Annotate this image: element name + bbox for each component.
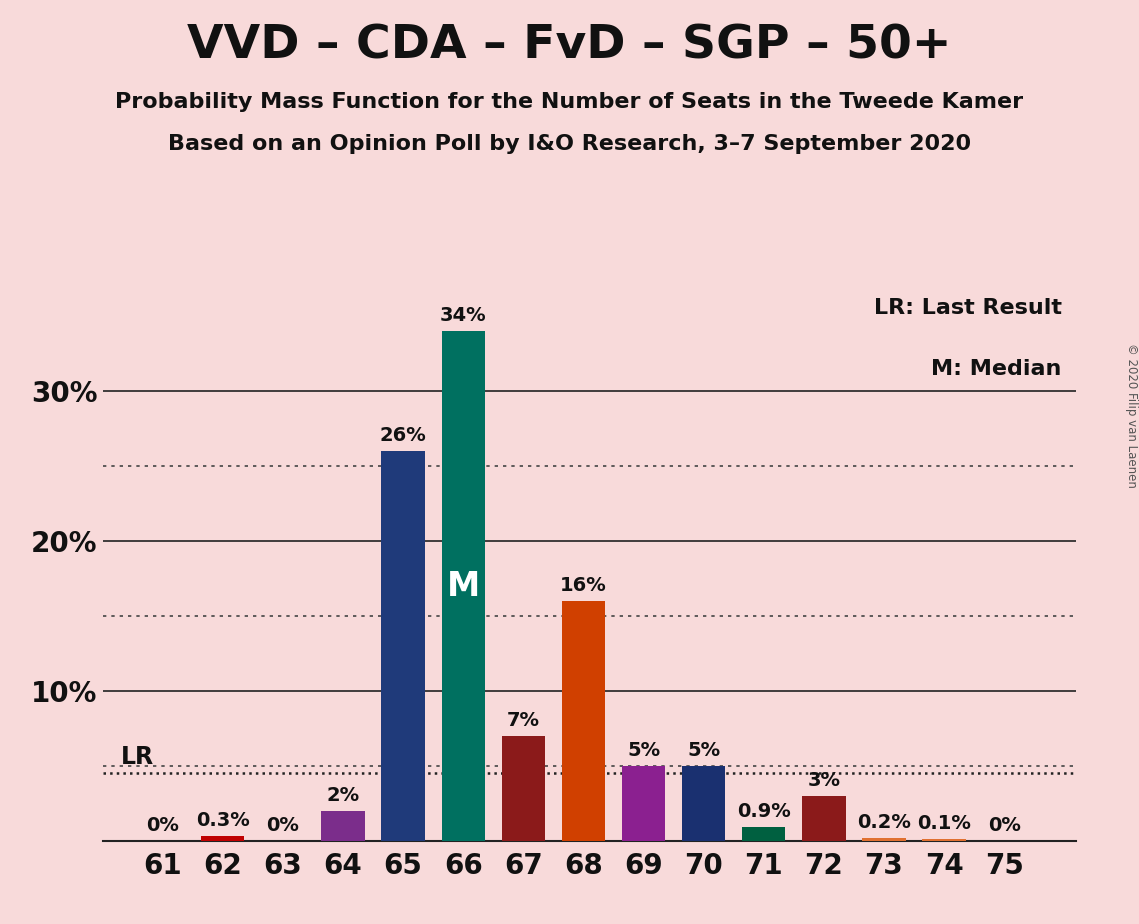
Bar bbox=[743, 827, 786, 841]
Text: 0.9%: 0.9% bbox=[737, 802, 790, 821]
Text: M: M bbox=[446, 569, 480, 602]
Text: 16%: 16% bbox=[560, 576, 607, 595]
Text: 7%: 7% bbox=[507, 711, 540, 730]
Bar bbox=[923, 839, 966, 841]
Text: 0%: 0% bbox=[988, 816, 1021, 835]
Text: LR: LR bbox=[121, 745, 154, 769]
Text: M: Median: M: Median bbox=[932, 359, 1062, 379]
Text: Probability Mass Function for the Number of Seats in the Tweede Kamer: Probability Mass Function for the Number… bbox=[115, 92, 1024, 113]
Bar bbox=[321, 811, 364, 841]
Text: 0.3%: 0.3% bbox=[196, 811, 249, 831]
Bar bbox=[382, 451, 425, 841]
Text: 0.1%: 0.1% bbox=[917, 814, 972, 833]
Bar bbox=[442, 332, 485, 841]
Bar bbox=[562, 602, 605, 841]
Text: 0%: 0% bbox=[267, 816, 300, 835]
Bar bbox=[682, 766, 726, 841]
Text: 2%: 2% bbox=[327, 786, 360, 805]
Text: 3%: 3% bbox=[808, 771, 841, 790]
Text: LR: Last Result: LR: Last Result bbox=[874, 298, 1062, 318]
Text: 34%: 34% bbox=[440, 307, 486, 325]
Bar bbox=[802, 796, 845, 841]
Bar bbox=[501, 736, 544, 841]
Bar bbox=[202, 836, 245, 841]
Text: 5%: 5% bbox=[626, 741, 661, 760]
Text: Based on an Opinion Poll by I&O Research, 3–7 September 2020: Based on an Opinion Poll by I&O Research… bbox=[167, 134, 972, 154]
Text: 26%: 26% bbox=[379, 426, 426, 445]
Text: 0%: 0% bbox=[146, 816, 179, 835]
Text: © 2020 Filip van Laenen: © 2020 Filip van Laenen bbox=[1124, 344, 1138, 488]
Text: 0.2%: 0.2% bbox=[857, 813, 911, 832]
Text: 5%: 5% bbox=[687, 741, 720, 760]
Text: VVD – CDA – FvD – SGP – 50+: VVD – CDA – FvD – SGP – 50+ bbox=[187, 23, 952, 68]
Bar bbox=[622, 766, 665, 841]
Bar bbox=[862, 838, 906, 841]
